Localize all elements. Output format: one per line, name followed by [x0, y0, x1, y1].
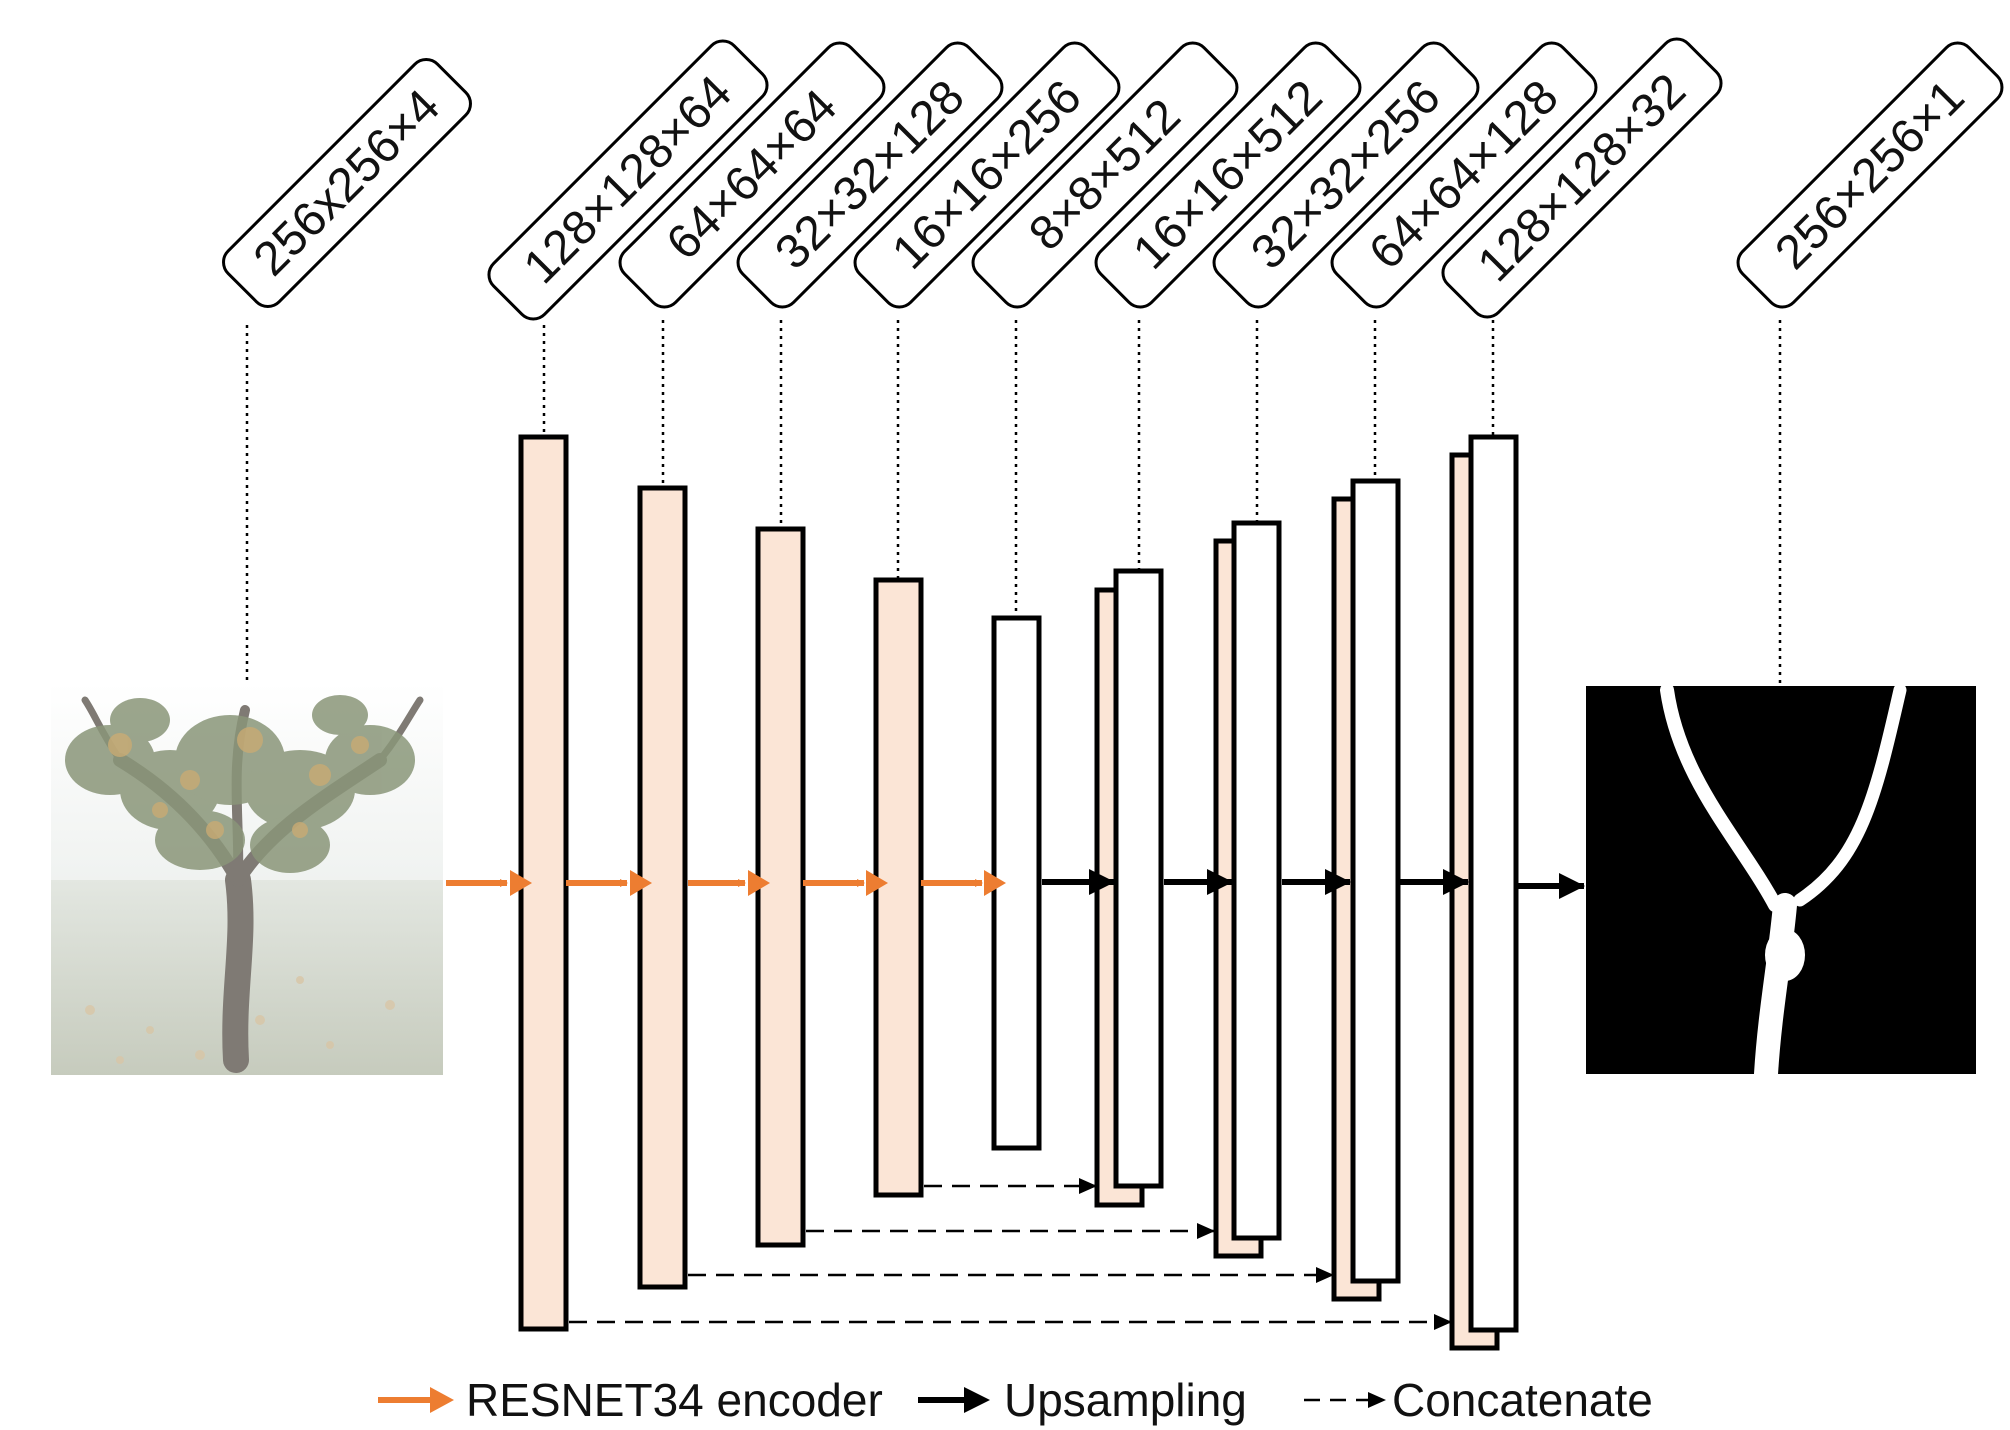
encoder-block-3 [755, 526, 806, 1248]
svg-text:256×256×1: 256×256×1 [1765, 70, 1974, 279]
decoder-block-4 [1468, 434, 1519, 1333]
leader-lines [245, 320, 1782, 684]
decoder-block-3 [1350, 478, 1401, 1284]
legend-encoder: RESNET34 encoder [378, 1374, 883, 1426]
svg-text:Concatenate: Concatenate [1392, 1374, 1653, 1426]
decoder-block-1 [1113, 568, 1164, 1189]
legend: RESNET34 encoder Upsampling Concatenate [378, 1374, 1653, 1426]
encoder-block-4 [873, 577, 924, 1198]
svg-text:RESNET34 encoder: RESNET34 encoder [466, 1374, 883, 1426]
svg-text:256x256×4: 256x256×4 [244, 80, 450, 286]
decoder-block-2 [1231, 520, 1282, 1241]
legend-upsampling: Upsampling [918, 1374, 1247, 1426]
vine-mask-icon [1586, 683, 1976, 1086]
encoder-block-2 [637, 485, 688, 1290]
tag-input-shape: 256x256×4 [222, 58, 472, 308]
upsampling-arrows [1042, 869, 1585, 899]
tag-output-shape: 256×256×1 [1736, 41, 2004, 309]
vine-photo-icon [51, 683, 443, 1075]
concatenate-arrows [569, 1178, 1452, 1330]
svg-text:Upsampling: Upsampling [1004, 1374, 1247, 1426]
legend-concatenate: Concatenate [1304, 1374, 1653, 1426]
